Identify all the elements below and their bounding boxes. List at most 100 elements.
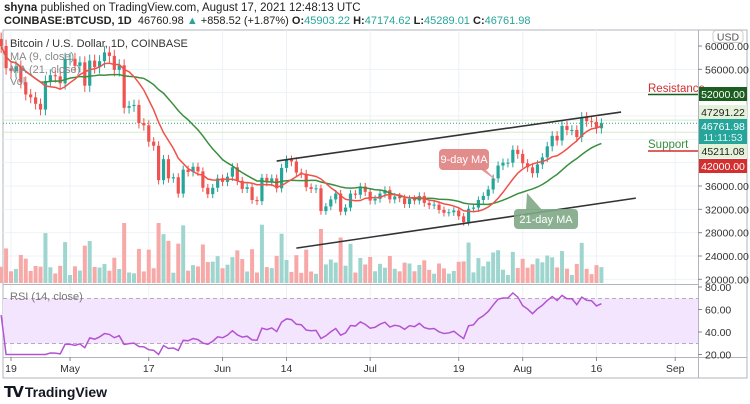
- rsi-tick-label: 40.00: [705, 327, 731, 339]
- rsi-axis[interactable]: 80.00 60.00 40.00 20.00: [698, 282, 731, 362]
- close-value-label: C:: [473, 15, 485, 27]
- volume-bar: [230, 257, 235, 283]
- candle-body: [152, 141, 156, 146]
- ma9-callout[interactable]: 9-day MA: [439, 149, 498, 182]
- candle-body: [284, 159, 289, 168]
- price-chart[interactable]: 9-day MA 21-day MA Resistance Support Bi…: [0, 0, 750, 380]
- rsi-line: [0, 291, 602, 356]
- volume-bar: [550, 257, 555, 283]
- candle-body: [403, 198, 407, 205]
- last-price: 46760.98: [137, 15, 184, 27]
- candle-body: [43, 80, 48, 110]
- volume-bar: [368, 257, 373, 283]
- candle-body: [339, 193, 343, 212]
- volume-bar: [584, 268, 589, 283]
- candle-body: [196, 166, 200, 172]
- trendline: [296, 197, 636, 249]
- candle-body: [260, 177, 264, 202]
- candle-body: [516, 149, 520, 154]
- time-tick-label: 14: [281, 363, 293, 375]
- candle-body: [24, 82, 28, 95]
- candle-body: [122, 65, 126, 108]
- candle-body: [555, 135, 559, 141]
- up-arrow-icon: ▲: [186, 15, 198, 27]
- candle-body: [506, 162, 510, 164]
- candle-body: [501, 162, 505, 166]
- candle-body: [358, 186, 362, 195]
- candle-body: [530, 167, 535, 174]
- volume-bar: [343, 265, 348, 283]
- volume-bar: [33, 265, 38, 283]
- volume-bar: [540, 262, 545, 283]
- volume-bar: [240, 259, 245, 283]
- candle-body: [427, 202, 431, 206]
- candle-body: [442, 209, 446, 213]
- candle-body: [250, 187, 254, 200]
- support-annotation[interactable]: Support: [648, 139, 698, 152]
- volume-bar: [161, 234, 166, 283]
- candle-body: [589, 121, 594, 123]
- resistance-annotation[interactable]: Resistance: [648, 83, 705, 96]
- candle-body: [324, 206, 328, 212]
- candle-body: [422, 195, 426, 203]
- published-text: published on TradingView.com, August 17,…: [40, 2, 361, 14]
- publish-info: shyna published on TradingView.com, Augu…: [4, 2, 361, 14]
- volume-bar: [205, 262, 210, 283]
- volume-bar: [220, 268, 225, 283]
- candle-body: [38, 103, 43, 110]
- candle-body: [88, 60, 92, 86]
- trendline: [276, 111, 622, 162]
- candle-body: [545, 146, 549, 158]
- trendlines[interactable]: [276, 111, 636, 249]
- volume-bar: [437, 263, 442, 283]
- candle-body: [481, 195, 485, 200]
- candle-body: [407, 198, 412, 205]
- legend-vol: Vol: [10, 76, 25, 88]
- volume-bar: [82, 245, 87, 283]
- tradingview-logo[interactable]: 𝗧𝗩 TradingView: [4, 383, 107, 401]
- candle-body: [265, 177, 269, 182]
- candle-body: [216, 178, 220, 188]
- price-tick-label: 32000.00: [705, 204, 749, 216]
- volume-bar: [245, 271, 250, 283]
- candle-body: [132, 104, 136, 107]
- candle-body: [102, 52, 107, 62]
- volume-bar: [530, 264, 535, 283]
- candle-body: [412, 198, 417, 201]
- candle-body: [368, 191, 372, 201]
- candle-body: [34, 97, 38, 104]
- candle-body: [245, 187, 249, 189]
- volume-bar: [520, 258, 525, 283]
- candle-body: [186, 169, 190, 172]
- volume-bar: [112, 257, 117, 283]
- open-value: 45903.22: [304, 15, 351, 27]
- volume-bar: [417, 264, 422, 283]
- candle-body: [373, 198, 377, 201]
- volume-bar: [181, 225, 186, 283]
- volume-bar: [318, 228, 323, 283]
- volume-bar: [97, 267, 102, 283]
- volume-bar: [259, 224, 264, 283]
- volume-bar: [466, 242, 471, 283]
- price-axis[interactable]: 60000.00 56000.00 36000.00 32000.00 28000.00…: [698, 41, 749, 286]
- candles: [0, 32, 603, 226]
- moving-averages: [0, 45, 602, 213]
- candle-body: [255, 199, 259, 202]
- candle-body: [0, 39, 3, 46]
- volume-bar: [314, 273, 319, 283]
- volume-bar: [72, 266, 77, 283]
- volume-bar: [501, 269, 505, 283]
- time-axis[interactable]: 19 May 17 Jun 14 Jul 19 Aug 16 Sep: [5, 357, 685, 375]
- ma21-callout[interactable]: 21-day MA: [514, 193, 578, 229]
- currency-badge[interactable]: USD: [717, 32, 740, 44]
- volume-bar: [323, 264, 328, 283]
- volume-bar: [353, 272, 358, 283]
- volume-bar: [461, 261, 466, 283]
- price-tick-label: 28000.00: [705, 228, 749, 240]
- candle-body: [535, 164, 540, 174]
- volume-bar: [441, 268, 446, 283]
- volume-bar: [402, 262, 407, 283]
- volume-bar: [515, 268, 520, 283]
- candle-body: [240, 180, 244, 189]
- volume-bar: [28, 270, 33, 283]
